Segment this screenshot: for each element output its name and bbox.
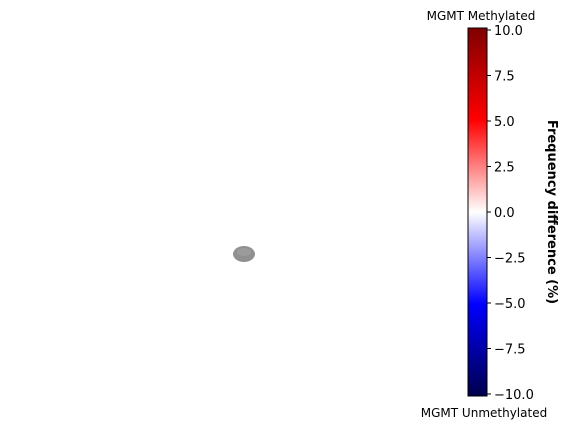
colorbar-axis-title: Frequency difference (%) xyxy=(544,120,559,304)
colorbar-tick-label: 10.0 xyxy=(494,24,523,39)
colorbar-tick-label: −5.0 xyxy=(494,297,526,312)
colorbar-bottom-label: MGMT Unmethylated xyxy=(421,406,547,420)
colorbar: MGMT Methylated 10.0 7.5 5.0 2.5 0.0 −2.5 −5.0… xyxy=(421,9,559,420)
colorbar-top-label: MGMT Methylated xyxy=(427,9,536,23)
colorbar-tick-label: 2.5 xyxy=(494,161,515,176)
heatmap-gray-blob-highlight xyxy=(237,248,251,256)
heatmap-area xyxy=(233,246,255,262)
colorbar-ticks: 10.0 7.5 5.0 2.5 0.0 −2.5 −5.0 −7.5 −10.0 xyxy=(487,24,534,403)
colorbar-tick-label: −10.0 xyxy=(494,388,534,403)
colorbar-tick-label: −2.5 xyxy=(494,252,526,267)
colorbar-tick-label: 7.5 xyxy=(494,70,515,85)
colorbar-tick-label: 0.0 xyxy=(494,206,515,221)
colorbar-tick-label: 5.0 xyxy=(494,115,515,130)
colorbar-tick-label: −7.5 xyxy=(494,343,526,358)
colorbar-gradient xyxy=(467,27,488,397)
